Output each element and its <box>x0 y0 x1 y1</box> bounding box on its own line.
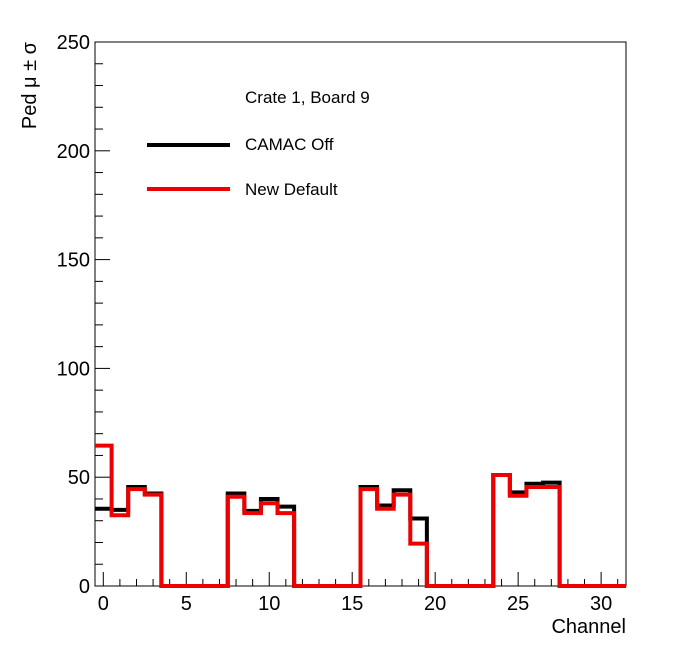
y-tick-label: 150 <box>57 250 90 272</box>
x-axis-title: Channel <box>551 616 626 638</box>
y-tick-label: 50 <box>68 467 90 489</box>
x-tick-label: 30 <box>590 593 612 615</box>
tick-labels: 0 5 10 15 20 25 30 0 50 100 150 200 250 <box>57 32 613 615</box>
series-layer <box>95 443 626 588</box>
axis-ticks <box>95 41 619 587</box>
y-tick-label: 100 <box>57 358 90 380</box>
annotation-text: Crate 1, Board 9 <box>245 88 370 107</box>
series-1 <box>95 443 626 588</box>
y-tick-label: 0 <box>79 576 90 598</box>
x-tick-label: 0 <box>98 593 109 615</box>
y-tick-label: 250 <box>57 32 90 54</box>
x-tick-label: 25 <box>507 593 529 615</box>
y-tick-label: 200 <box>57 141 90 163</box>
x-tick-label: 5 <box>181 593 192 615</box>
x-tick-label: 10 <box>258 593 280 615</box>
legend-label-new-default: New Default <box>245 180 338 199</box>
series-line <box>95 443 626 588</box>
x-tick-label: 15 <box>341 593 363 615</box>
x-tick-label: 20 <box>424 593 446 615</box>
y-axis-title: Ped μ ± σ <box>19 41 41 129</box>
legend-label-camac-off: CAMAC Off <box>245 135 334 154</box>
